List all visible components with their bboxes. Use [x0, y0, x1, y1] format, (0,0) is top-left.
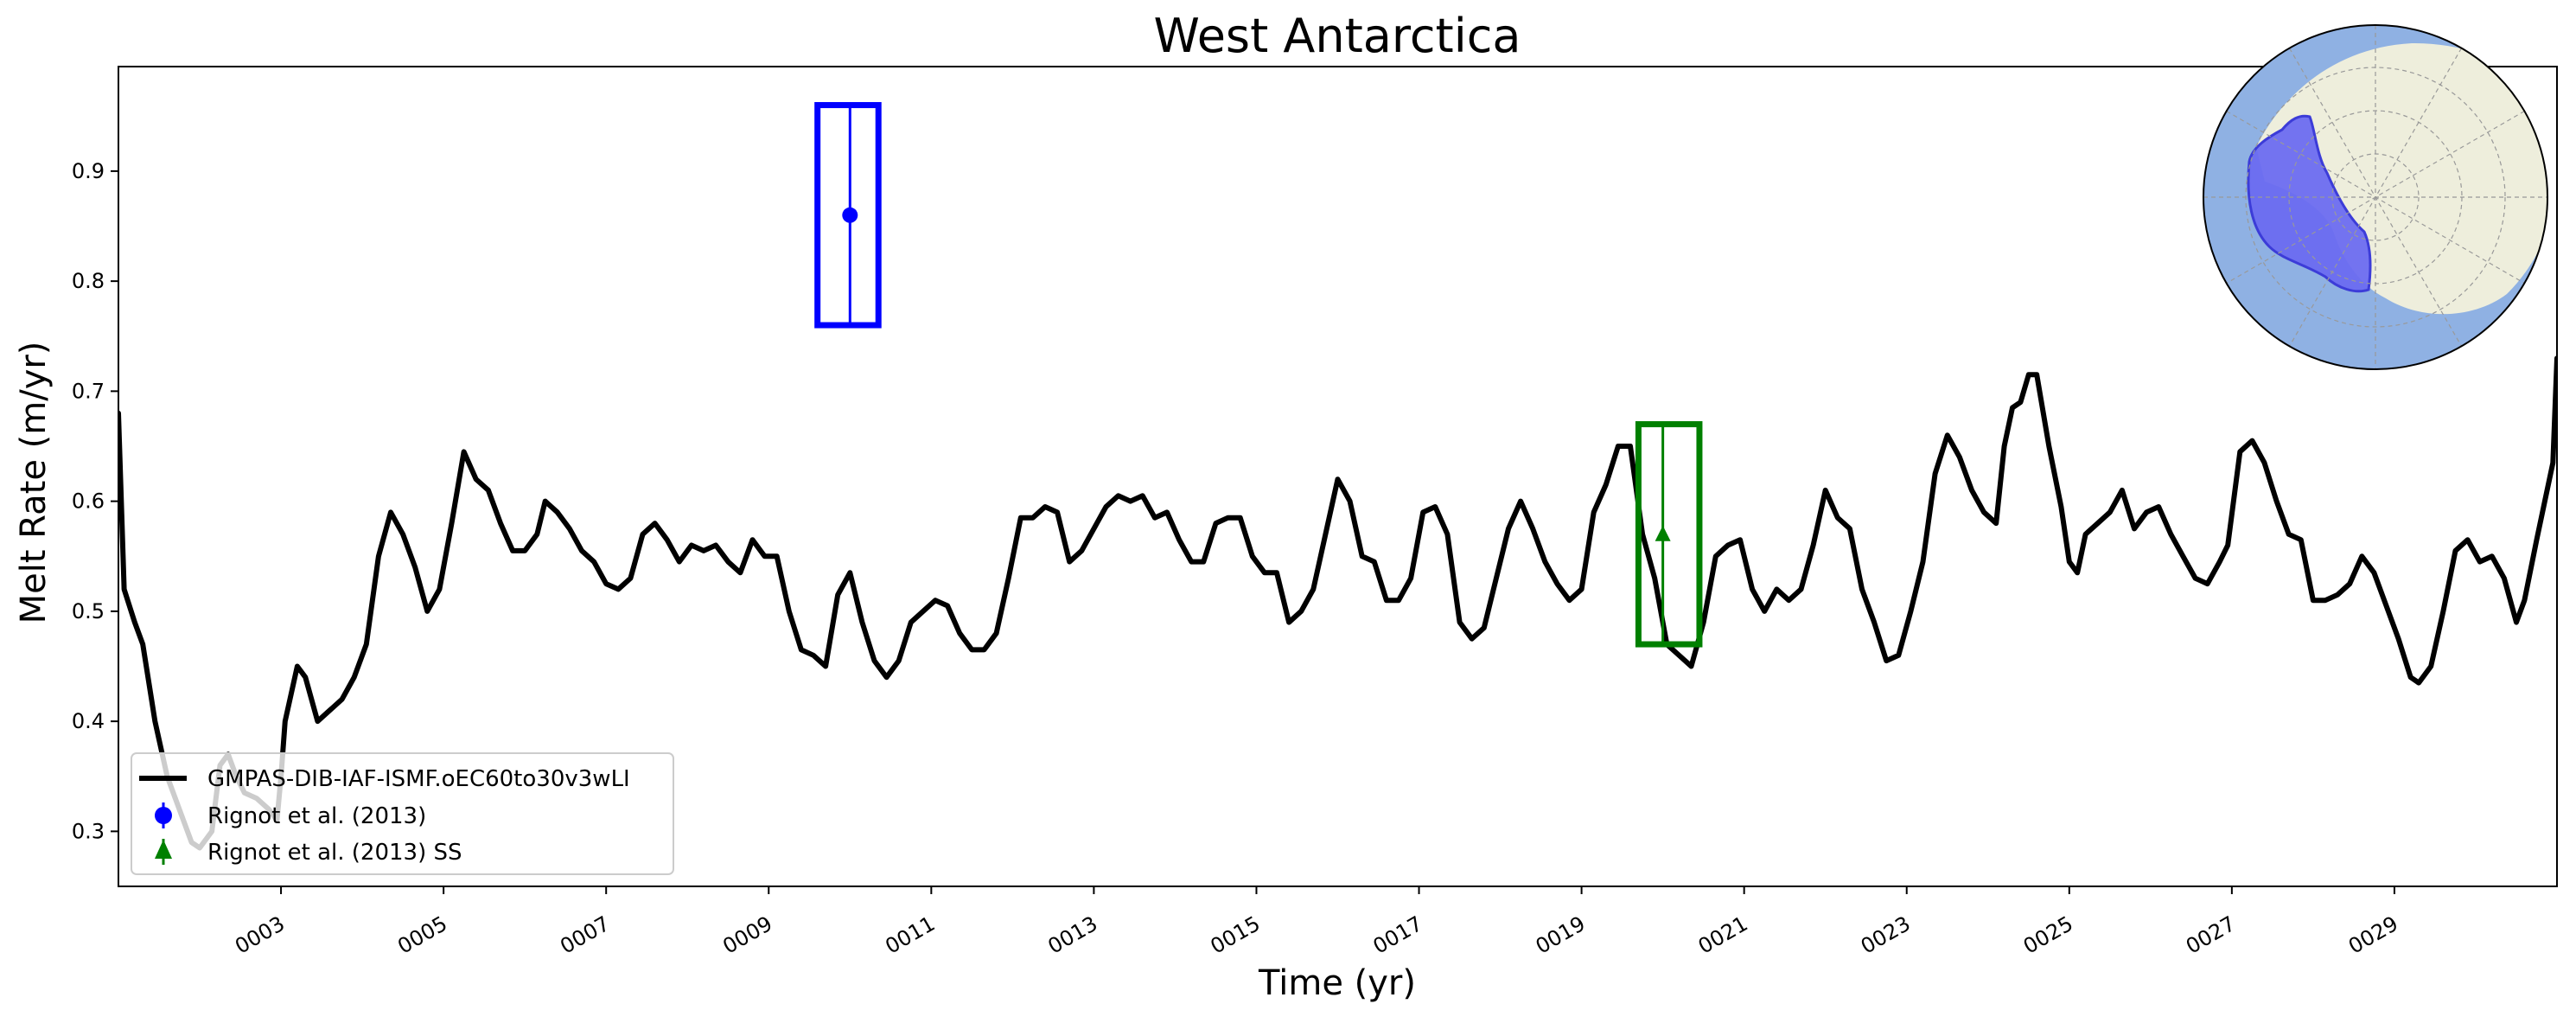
y-tick-label: 0.7: [72, 379, 105, 403]
inset-meridian: [2226, 110, 2525, 285]
observation-box: [1635, 421, 1703, 648]
observation-marker: [842, 207, 858, 223]
x-tick-label: 0009: [718, 911, 776, 959]
x-axis-label: Time (yr): [1258, 963, 1416, 1003]
observation-box: [814, 102, 882, 329]
legend-frame: [131, 752, 674, 875]
plot-frame: [118, 66, 2558, 887]
legend-circle-marker: [155, 807, 172, 824]
observation-marker: [1655, 525, 1671, 541]
series-line: [118, 355, 2557, 851]
x-tick-label: 0003: [231, 911, 289, 959]
y-tick-label: 0.5: [72, 599, 105, 623]
y-tick-label: 0.8: [72, 269, 105, 293]
inset-border: [2203, 24, 2548, 370]
inset-region-west-antarctica: [2247, 114, 2372, 293]
legend-label: GMPAS-DIB-IAF-ISMF.oEC60to30v3wLI: [207, 766, 630, 792]
legend-triangle-marker: [155, 840, 172, 859]
x-tick-label: 0023: [1857, 911, 1915, 959]
x-tick-label: 0021: [1694, 911, 1752, 959]
x-tick-label: 0025: [2019, 911, 2077, 959]
x-tick-label: 0019: [1532, 911, 1590, 959]
x-tick-label: 0017: [1369, 911, 1427, 959]
series-layer: [118, 355, 2557, 851]
legend-label: Rignot et al. (2013) SS: [207, 840, 462, 866]
y-axis-label: Melt Rate (m/yr): [14, 342, 54, 624]
x-tick-label: 0015: [1207, 911, 1265, 959]
legend-label: Rignot et al. (2013): [207, 803, 426, 829]
inset-map-body: [2203, 25, 2547, 369]
legend: GMPAS-DIB-IAF-ISMF.oEC60to30v3wLI Rignot …: [131, 752, 674, 875]
y-tick-label: 0.6: [72, 489, 105, 514]
inset-land: [2256, 43, 2547, 315]
x-tick-label: 0005: [393, 911, 451, 959]
x-tick-label: 0011: [881, 911, 939, 959]
chart-title: West Antarctica: [1153, 9, 1521, 63]
x-tick-label: 0013: [1044, 911, 1102, 959]
x-tick-label: 0027: [2182, 911, 2240, 959]
x-tick-label: 0029: [2344, 911, 2402, 959]
inset-map: [2203, 24, 2548, 370]
y-tick-label: 0.4: [72, 709, 105, 733]
x-tick-label: 0007: [556, 911, 614, 959]
y-tick-label: 0.9: [72, 159, 105, 183]
y-tick-label: 0.3: [72, 819, 105, 843]
